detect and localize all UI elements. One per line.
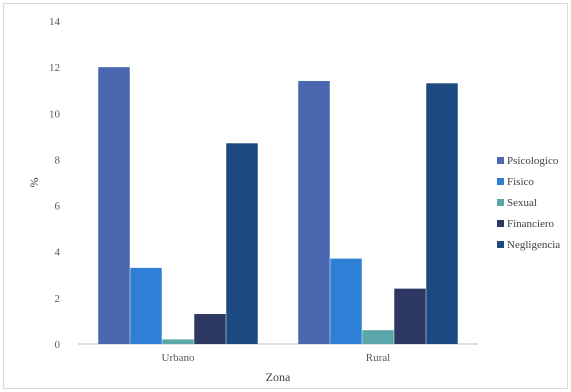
bar-sexual-rural [362, 330, 394, 344]
legend-label: Negligencia [507, 239, 560, 251]
y-axis-title: % [27, 178, 41, 188]
bar-financiero-rural [394, 288, 426, 344]
bar-financiero-urbano [194, 314, 226, 344]
bar-psicologico-urbano [98, 67, 130, 345]
legend-label: Financiero [507, 218, 555, 230]
legend-swatch [497, 157, 504, 164]
bar-fisico-rural [330, 258, 362, 344]
x-axis-ticks: Urbano Rural [162, 352, 391, 364]
y-tick-label: 6 [55, 201, 61, 213]
y-tick-label: 2 [55, 293, 61, 305]
bar-sexual-urbano [162, 339, 194, 344]
legend: Psicologico Fisico Sexual Financiero Neglige… [497, 155, 560, 251]
x-tick-label: Rural [366, 352, 390, 364]
y-tick-label: 4 [55, 247, 61, 259]
y-axis-ticks: 0 2 4 6 8 10 12 14 [49, 16, 61, 351]
y-tick-label: 10 [49, 108, 61, 120]
legend-swatch [497, 241, 504, 248]
legend-label: Fisico [507, 176, 534, 188]
chart-frame [3, 3, 568, 389]
bars-group [98, 67, 458, 345]
bar-negligencia-rural [426, 83, 458, 345]
x-axis-title: Zona [266, 370, 291, 384]
legend-swatch [497, 199, 504, 206]
y-tick-label: 12 [49, 62, 60, 74]
legend-label: Sexual [507, 197, 537, 209]
legend-label: Psicologico [507, 155, 559, 167]
legend-swatch [497, 220, 504, 227]
bar-psicologico-rural [298, 80, 330, 344]
y-tick-label: 14 [49, 16, 61, 28]
bar-fisico-urbano [130, 267, 162, 344]
y-tick-label: 8 [55, 154, 61, 166]
legend-swatch [497, 178, 504, 185]
x-tick-label: Urbano [162, 352, 195, 364]
bar-negligencia-urbano [226, 143, 258, 344]
y-tick-label: 0 [55, 339, 61, 351]
